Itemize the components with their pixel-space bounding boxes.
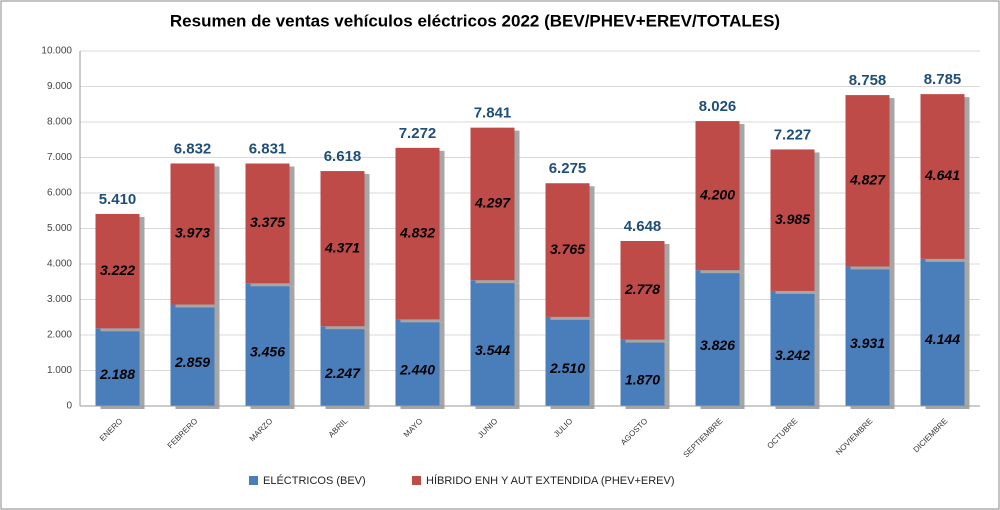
total-label: 6.831 (249, 140, 287, 157)
bar-segment (845, 266, 890, 406)
total-label: 7.841 (474, 105, 512, 122)
bar-segment (170, 163, 215, 305)
value-label: 4.297 (474, 195, 511, 211)
bar-segment (95, 213, 140, 329)
y-tick-label: 6.000 (47, 188, 72, 199)
legend-label: HÍBRIDO ENH Y AUT EXTENDIDA (PHEV+EREV) (426, 474, 674, 487)
total-label: 7.272 (399, 125, 437, 142)
value-label: 2.440 (399, 361, 435, 377)
bar-segment (320, 326, 365, 406)
y-tick-label: 3.000 (47, 294, 72, 305)
value-label: 3.375 (250, 214, 285, 230)
bar-segment (845, 95, 890, 267)
bar-segment (695, 121, 740, 271)
bar-segment (770, 149, 815, 291)
value-label: 3.456 (250, 343, 285, 359)
value-label: 3.242 (775, 347, 810, 363)
legend-swatch (249, 476, 258, 485)
value-label: 2.778 (624, 281, 660, 297)
total-label: 6.832 (174, 140, 212, 157)
total-label: 8.785 (924, 71, 962, 88)
bar-segment (245, 283, 290, 406)
value-label: 3.973 (175, 225, 210, 241)
total-label: 6.275 (549, 160, 587, 177)
chart-title: Resumen de ventas vehículos eléctricos 2… (170, 11, 780, 30)
total-label: 6.618 (324, 148, 362, 165)
bar-segment (770, 290, 815, 406)
bar-segment (695, 270, 740, 406)
bar-segment (920, 258, 965, 406)
total-label: 5.410 (99, 191, 137, 208)
value-label: 4.371 (324, 239, 360, 255)
value-label: 3.826 (700, 337, 735, 353)
bar-segment (920, 94, 965, 259)
bar-segment (620, 240, 665, 340)
bar-segment (170, 304, 215, 406)
bar-segment (620, 339, 665, 406)
total-label: 7.227 (774, 126, 812, 143)
y-tick-label: 5.000 (47, 223, 72, 234)
total-label: 8.026 (699, 98, 737, 115)
bar-segment (395, 147, 440, 320)
bar-segment (395, 319, 440, 406)
value-label: 4.827 (849, 171, 886, 187)
legend-swatch (412, 476, 421, 485)
value-label: 3.544 (475, 342, 510, 358)
total-label: 4.648 (624, 218, 662, 235)
y-tick-label: 4.000 (47, 259, 72, 270)
value-label: 4.641 (924, 167, 960, 183)
bar-segment (95, 328, 140, 406)
value-label: 3.931 (850, 335, 885, 351)
value-label: 3.222 (100, 262, 135, 278)
bar-segment (470, 127, 515, 281)
y-tick-label: 2.000 (47, 330, 72, 341)
value-label: 1.870 (625, 372, 660, 388)
value-label: 4.200 (699, 186, 735, 202)
legend-label: ELÉCTRICOS (BEV) (263, 474, 366, 487)
total-label: 8.758 (849, 72, 887, 89)
bar-segment (545, 316, 590, 406)
value-label: 2.859 (174, 354, 210, 370)
bar-segment (245, 163, 290, 284)
value-label: 3.765 (550, 241, 585, 257)
y-tick-label: 0 (66, 401, 72, 412)
y-tick-label: 8.000 (47, 117, 72, 128)
y-tick-label: 9.000 (47, 81, 72, 92)
bar-segment (320, 171, 365, 327)
y-tick-label: 1.000 (47, 365, 72, 376)
bar-segment (470, 280, 515, 406)
value-label: 4.144 (924, 331, 960, 347)
y-tick-label: 7.000 (47, 152, 72, 163)
value-label: 4.832 (399, 224, 435, 240)
value-label: 3.985 (775, 211, 810, 227)
bar-segment (545, 183, 590, 317)
value-label: 2.188 (99, 366, 135, 382)
value-label: 2.510 (549, 360, 585, 376)
value-label: 2.247 (324, 365, 361, 381)
y-tick-label: 10.000 (41, 46, 72, 57)
